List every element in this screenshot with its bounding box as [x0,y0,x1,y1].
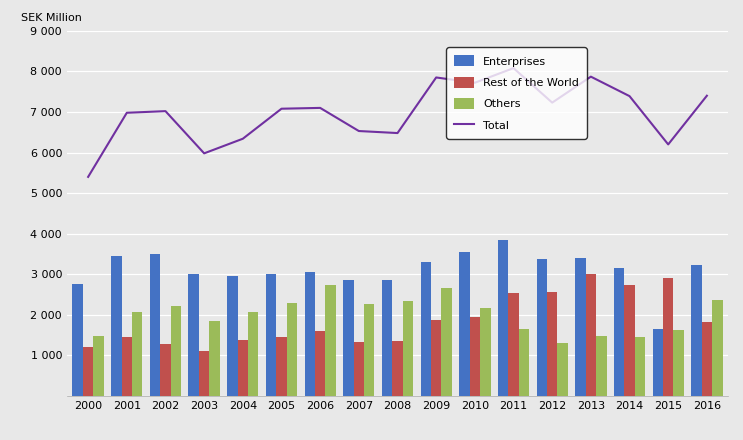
Bar [73,284,83,396]
Bar [624,285,635,396]
Bar [498,240,508,396]
Bar [673,330,684,396]
Bar [189,274,199,396]
Bar [421,262,431,396]
Bar [210,321,220,396]
Text: SEK Million: SEK Million [21,14,82,23]
Bar [94,336,104,396]
Bar [287,304,297,396]
Bar [441,289,452,396]
Bar [536,259,547,396]
Bar [160,344,171,396]
Bar [364,304,374,396]
Bar [557,343,568,396]
Bar [459,252,470,396]
Bar [635,337,645,396]
Bar [227,276,238,396]
Bar [431,320,441,396]
Bar [305,272,315,396]
Bar [343,280,354,396]
Bar [480,308,490,396]
Bar [132,312,143,396]
Bar [248,312,259,396]
Bar [111,256,122,396]
Bar [575,258,585,396]
Bar [547,292,557,396]
Bar [470,317,480,396]
Bar [382,280,392,396]
Bar [238,340,248,396]
Bar [614,268,624,396]
Bar [199,352,210,396]
Bar [150,254,160,396]
Bar [691,265,701,396]
Bar [354,342,364,396]
Legend: Enterprises, Rest of the World, Others, Total: Enterprises, Rest of the World, Others, … [447,48,587,139]
Bar [171,305,181,396]
Bar [508,293,519,396]
Bar [83,347,94,396]
Bar [596,336,606,396]
Bar [585,274,596,396]
Bar [519,329,529,396]
Bar [663,278,673,396]
Bar [652,329,663,396]
Bar [276,337,287,396]
Bar [701,322,712,396]
Bar [266,274,276,396]
Bar [315,331,325,396]
Bar [122,337,132,396]
Bar [712,300,722,396]
Bar [403,301,413,396]
Bar [392,341,403,396]
Bar [325,285,336,396]
